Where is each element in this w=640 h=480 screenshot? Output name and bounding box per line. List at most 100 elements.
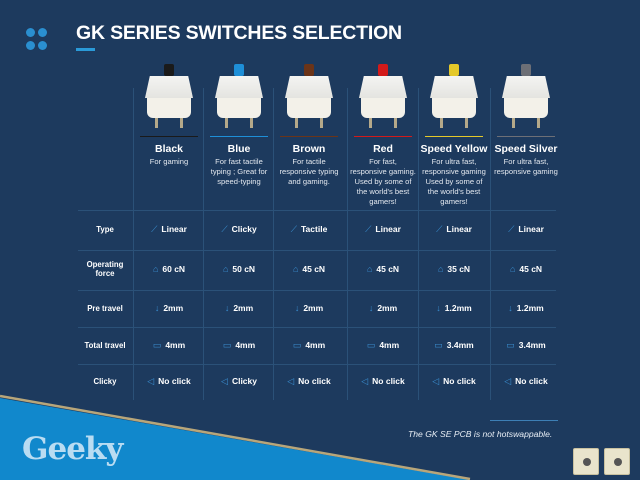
cell-value: Clicky bbox=[231, 376, 257, 386]
color-underline bbox=[425, 136, 483, 137]
title-underline bbox=[76, 48, 95, 51]
row-label: Operating force bbox=[86, 260, 124, 278]
table-cell: ◁ No click bbox=[418, 376, 490, 387]
speaker-icon: ◁ bbox=[147, 376, 155, 386]
chart-icon: ⟋ bbox=[508, 224, 515, 234]
pcb-socket-icon bbox=[604, 448, 630, 475]
table-cell: ◁ No click bbox=[347, 376, 419, 387]
pcb-socket-icon bbox=[573, 448, 599, 475]
switch-description: For ultra fast, responsive gaming Used b… bbox=[422, 157, 486, 206]
switch-name: Red bbox=[373, 143, 393, 155]
cell-value: Linear bbox=[446, 224, 472, 234]
ruler-icon: ▭ bbox=[292, 339, 302, 350]
column-divider bbox=[347, 88, 348, 400]
color-underline bbox=[140, 136, 198, 137]
arrow-down-icon: ↓ bbox=[436, 302, 441, 313]
switch-name: Blue bbox=[227, 143, 251, 155]
weight-icon: ⌂ bbox=[152, 264, 159, 274]
table-cell: ◁ Clicky bbox=[203, 376, 275, 387]
switch-description: For fast tactile typing ; Great for spee… bbox=[210, 157, 268, 186]
column-divider bbox=[418, 88, 419, 400]
cell-value: 1.2mm bbox=[516, 302, 544, 313]
table-cell: ▭ 4mm bbox=[203, 340, 275, 351]
table-cell: ⟋ Linear bbox=[347, 224, 419, 235]
color-underline bbox=[210, 136, 268, 137]
weight-icon: ⌂ bbox=[292, 264, 299, 274]
ruler-icon: ▭ bbox=[366, 339, 376, 350]
speaker-icon: ◁ bbox=[504, 376, 512, 386]
row-label: Type bbox=[96, 225, 114, 234]
switch-image bbox=[499, 60, 553, 132]
switch-name: Black bbox=[154, 143, 184, 155]
cell-value: No click bbox=[372, 376, 405, 386]
cell-value: 2mm bbox=[163, 302, 184, 313]
chart-icon: ⟋ bbox=[365, 224, 372, 234]
column-divider bbox=[133, 88, 134, 400]
table-cell: ⌂ 45 cN bbox=[273, 264, 345, 274]
table-cell: ⌂ 50 cN bbox=[203, 264, 275, 274]
cell-value: 2mm bbox=[303, 302, 324, 313]
table-cell: ▭ 4mm bbox=[273, 340, 345, 351]
weight-icon: ⌂ bbox=[222, 264, 229, 274]
table-cell: ◁ No click bbox=[490, 376, 562, 387]
cell-value: 45 cN bbox=[302, 264, 326, 274]
cell-value: 4mm bbox=[305, 339, 326, 350]
divider bbox=[490, 420, 558, 421]
row-label: Total travel bbox=[84, 340, 126, 350]
chart-icon: ⟋ bbox=[436, 224, 443, 234]
table-cell: ⌂ 60 cN bbox=[133, 264, 205, 274]
switch-description: For tactile responsive typing and gaming… bbox=[279, 157, 339, 186]
switch-image bbox=[427, 60, 481, 132]
page-title: GK SERIES SWITCHES SELECTION bbox=[76, 22, 402, 44]
cell-value: No click bbox=[298, 376, 331, 386]
cell-value: No click bbox=[443, 376, 476, 386]
table-cell: ↓ 1.2mm bbox=[418, 303, 490, 313]
four-dots-icon bbox=[26, 28, 48, 50]
chart-icon: ⟋ bbox=[151, 224, 158, 234]
table-cell: ⟋ Clicky bbox=[203, 224, 275, 235]
switch-description: For gaming bbox=[149, 157, 189, 166]
cell-value: 4mm bbox=[235, 339, 256, 350]
color-underline bbox=[497, 136, 555, 137]
color-underline bbox=[280, 136, 338, 137]
ruler-icon: ▭ bbox=[222, 339, 232, 350]
row-divider bbox=[78, 210, 556, 211]
row-label: Pre travel bbox=[87, 303, 123, 313]
row-divider bbox=[78, 327, 556, 328]
cell-value: 50 cN bbox=[232, 264, 256, 274]
cell-value: Tactile bbox=[301, 224, 328, 234]
table-cell: ⟋ Linear bbox=[133, 224, 205, 235]
table-cell: ▭ 4mm bbox=[347, 340, 419, 351]
table-cell: ▭ 3.4mm bbox=[490, 340, 562, 351]
switch-0: Black For gaming bbox=[134, 60, 204, 167]
cell-value: 35 cN bbox=[447, 264, 471, 274]
row-divider bbox=[78, 364, 556, 365]
switch-3: Red For fast, responsive gaming. Used by… bbox=[348, 60, 418, 207]
switch-2: Brown For tactile responsive typing and … bbox=[274, 60, 344, 187]
table-cell: ↓ 2mm bbox=[273, 303, 345, 313]
arrow-down-icon: ↓ bbox=[294, 302, 300, 313]
switch-description: For ultra fast, responsive gaming bbox=[494, 157, 558, 176]
table-cell: ⟋ Tactile bbox=[273, 224, 345, 235]
table-cell: ↓ 2mm bbox=[133, 303, 205, 313]
table-cell: ▭ 4mm bbox=[133, 340, 205, 351]
cell-value: 4mm bbox=[379, 339, 400, 350]
switch-5: Speed Silver For ultra fast, responsive … bbox=[491, 60, 561, 177]
table-cell: ⟋ Linear bbox=[418, 224, 490, 235]
table-cell: ◁ No click bbox=[133, 376, 205, 387]
table-cell: ◁ No click bbox=[273, 376, 345, 387]
cell-value: 2mm bbox=[377, 302, 398, 313]
switch-image bbox=[212, 60, 266, 132]
ruler-icon: ▭ bbox=[152, 339, 162, 350]
arrow-down-icon: ↓ bbox=[154, 302, 160, 313]
color-underline bbox=[354, 136, 412, 137]
cell-value: 60 cN bbox=[162, 264, 186, 274]
switch-name: Speed Silver bbox=[494, 143, 558, 155]
table-cell: ↓ 2mm bbox=[347, 303, 419, 313]
arrow-down-icon: ↓ bbox=[368, 302, 374, 313]
speaker-icon: ◁ bbox=[432, 376, 440, 386]
row-divider bbox=[78, 290, 556, 291]
table-cell: ↓ 1.2mm bbox=[490, 303, 562, 313]
column-divider bbox=[273, 88, 274, 400]
